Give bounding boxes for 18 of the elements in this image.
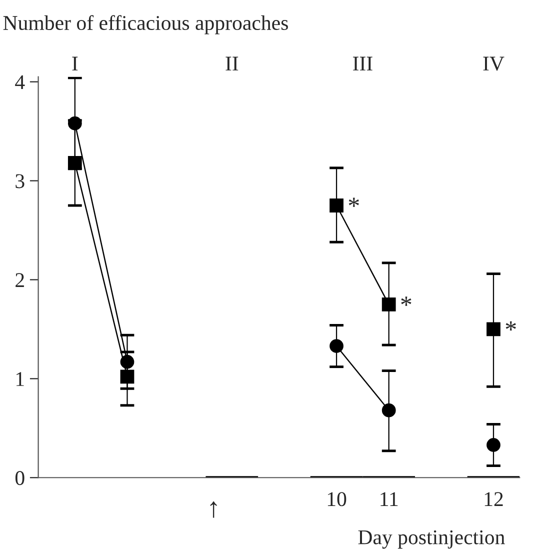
annotation: * xyxy=(348,198,359,207)
annotation: * xyxy=(506,321,516,331)
annotation: * xyxy=(401,296,412,306)
y-tick-label: 0 xyxy=(15,471,24,486)
y-axis-title: Number of efficacious approaches xyxy=(3,15,288,34)
x-tick-label: 12 xyxy=(484,492,503,506)
x-axis-title: Day postinjection xyxy=(358,530,505,549)
y-tick-label: 4 xyxy=(15,75,25,90)
x-tick-label: 11 xyxy=(380,492,398,506)
text: III xyxy=(353,56,372,70)
text: ↑ xyxy=(210,501,217,518)
x-tick-label: 10 xyxy=(328,492,346,506)
y-tick-label: 2 xyxy=(16,273,24,287)
text: I xyxy=(72,56,78,70)
y-tick-label: 1 xyxy=(16,372,24,386)
text: IV xyxy=(483,56,504,71)
y-tick-label: 3 xyxy=(16,174,24,188)
text: II xyxy=(226,56,238,70)
